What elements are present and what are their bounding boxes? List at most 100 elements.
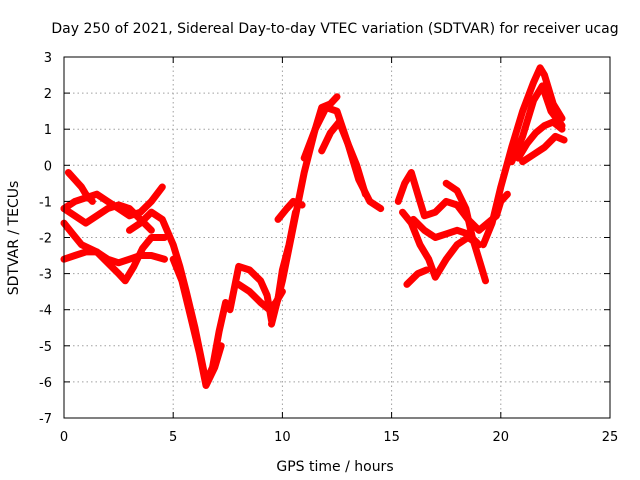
data-point [432, 209, 439, 216]
data-point [532, 129, 539, 136]
data-point [548, 108, 555, 115]
x-tick-label: 0 [60, 430, 68, 445]
data-point [126, 205, 133, 212]
data-point [403, 281, 410, 288]
data-point [344, 140, 351, 147]
data-point [137, 220, 144, 227]
series-line-pass-13 [318, 118, 369, 198]
data-point [226, 306, 233, 313]
data-point [414, 191, 421, 198]
data-point [148, 234, 155, 241]
data-point [334, 93, 340, 100]
data-point [137, 209, 144, 216]
data-point [290, 223, 297, 230]
data-point [508, 144, 515, 151]
x-tick-label: 5 [169, 430, 177, 445]
data-point [104, 198, 111, 205]
data-point [552, 133, 559, 140]
data-point [421, 212, 428, 219]
x-tick-label: 25 [602, 430, 619, 445]
data-point [126, 212, 133, 219]
data-point [462, 205, 469, 212]
series-line-pass-20 [479, 64, 566, 249]
data-point [159, 183, 166, 190]
data-point [202, 382, 209, 389]
data-point [312, 126, 319, 133]
data-point [93, 212, 100, 219]
data-point [235, 281, 242, 288]
data-point [508, 158, 515, 165]
series-line-pass-11 [274, 197, 306, 223]
x-tick-label: 10 [274, 430, 291, 445]
data-point [218, 342, 225, 349]
data-point [541, 144, 548, 151]
data-point [290, 198, 297, 205]
data-point [82, 220, 89, 227]
data-point [416, 241, 423, 248]
y-tick-label: 2 [44, 87, 52, 102]
data-point [89, 198, 96, 205]
data-point [432, 234, 439, 241]
data-point [443, 256, 450, 263]
y-tick-label: 1 [44, 123, 52, 138]
data-point [170, 241, 177, 248]
data-point [519, 158, 526, 165]
data-point [362, 191, 369, 198]
data-point [115, 259, 122, 266]
y-tick-label: 3 [44, 51, 52, 66]
data-point [519, 108, 526, 115]
series-line-pass-22 [514, 118, 566, 162]
data-point [454, 241, 461, 248]
data-point [539, 82, 546, 89]
data-point [71, 198, 78, 205]
data-point [279, 277, 286, 284]
data-point [425, 256, 432, 263]
data-point [443, 180, 450, 187]
data-point [469, 234, 476, 241]
series-line-pass-18 [442, 179, 489, 285]
data-point [423, 266, 430, 273]
data-point [266, 306, 273, 313]
data-point [443, 198, 450, 205]
data-point [519, 133, 526, 140]
data-point [283, 205, 290, 212]
data-point [561, 137, 568, 144]
y-tick-label: -4 [39, 304, 52, 319]
data-point [550, 118, 557, 125]
series-line-pass-21 [508, 82, 566, 166]
data-point [246, 288, 253, 295]
data-point [78, 183, 85, 190]
trace-layer [60, 64, 568, 389]
data-point [301, 155, 308, 162]
data-point [93, 191, 100, 198]
data-point [454, 227, 461, 234]
data-point [421, 227, 428, 234]
data-point [275, 216, 282, 223]
series-line-pass-3 [60, 248, 168, 267]
data-point [257, 299, 264, 306]
data-point [148, 252, 155, 259]
data-point [268, 321, 275, 328]
chart-title: Day 250 of 2021, Sidereal Day-to-day VTE… [51, 21, 618, 37]
data-point [515, 155, 522, 162]
data-point [69, 230, 76, 237]
data-point [475, 227, 482, 234]
data-point [71, 212, 78, 219]
data-point [482, 277, 489, 284]
data-point [334, 108, 340, 115]
y-tick-label: -2 [39, 232, 52, 247]
data-point [122, 277, 129, 284]
data-point [82, 191, 89, 198]
data-point [71, 176, 78, 183]
data-point [178, 277, 185, 284]
data-point [264, 292, 271, 299]
data-point [222, 299, 229, 306]
y-tick-label: -1 [39, 195, 52, 210]
data-point [353, 162, 360, 169]
data-point [414, 270, 421, 277]
data-point [401, 180, 408, 187]
data-point [541, 122, 548, 129]
data-point [139, 245, 146, 252]
